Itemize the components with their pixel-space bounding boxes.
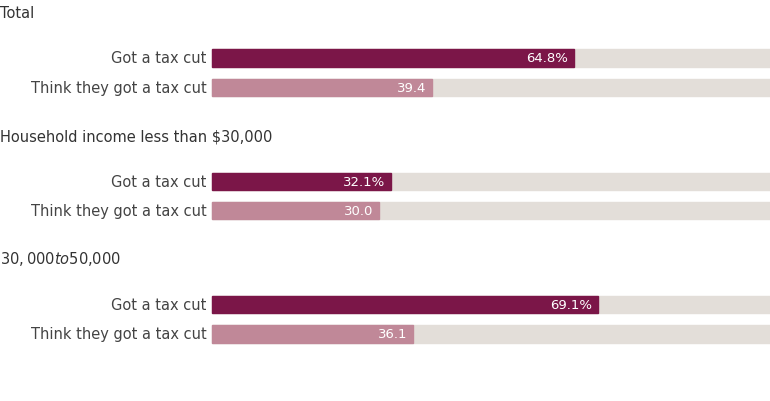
Text: $30,000 to $50,000: $30,000 to $50,000: [0, 249, 121, 267]
Text: Got a tax cut: Got a tax cut: [111, 174, 206, 189]
Text: 30.0: 30.0: [344, 205, 374, 218]
Text: 39.4: 39.4: [397, 82, 427, 95]
Text: Got a tax cut: Got a tax cut: [111, 51, 206, 66]
Text: Household income less than $30,000: Household income less than $30,000: [0, 130, 273, 144]
Text: Got a tax cut: Got a tax cut: [111, 297, 206, 312]
Bar: [212, 296, 598, 313]
Bar: [212, 326, 413, 343]
Text: Think they got a tax cut: Think they got a tax cut: [31, 81, 206, 96]
Bar: [212, 80, 770, 97]
Text: Think they got a tax cut: Think they got a tax cut: [31, 327, 206, 342]
Bar: [212, 203, 770, 220]
Bar: [212, 173, 770, 190]
Bar: [212, 203, 380, 220]
Text: Total: Total: [0, 6, 34, 21]
Text: 69.1%: 69.1%: [550, 298, 592, 311]
Bar: [212, 173, 391, 190]
Bar: [212, 50, 574, 67]
Bar: [212, 50, 770, 67]
Bar: [212, 80, 432, 97]
Bar: [212, 326, 770, 343]
Bar: [212, 296, 770, 313]
Text: 64.8%: 64.8%: [526, 52, 568, 65]
Text: Think they got a tax cut: Think they got a tax cut: [31, 204, 206, 219]
Text: 32.1%: 32.1%: [343, 175, 386, 188]
Text: 36.1: 36.1: [378, 328, 408, 341]
